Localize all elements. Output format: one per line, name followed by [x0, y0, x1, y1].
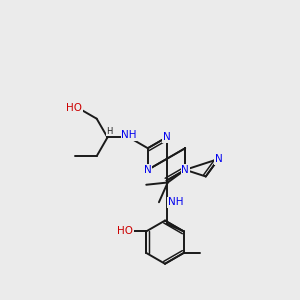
Text: H: H — [106, 127, 112, 136]
Text: HO: HO — [66, 103, 82, 113]
Text: N: N — [214, 154, 222, 164]
Text: N: N — [144, 165, 152, 175]
Text: HO: HO — [117, 226, 133, 236]
Text: NH: NH — [168, 197, 183, 207]
Text: N: N — [163, 132, 170, 142]
Text: NH: NH — [121, 130, 137, 140]
Text: N: N — [181, 165, 189, 175]
